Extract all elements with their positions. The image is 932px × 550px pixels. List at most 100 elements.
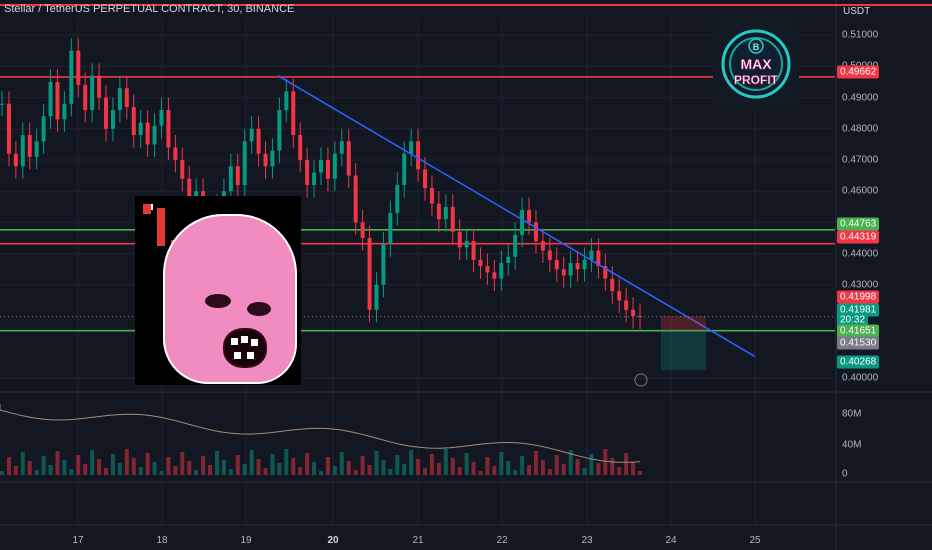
max-profit-logo: B MAX PROFIT [713,14,799,110]
meme-left-eye-icon [205,294,231,308]
candle-body [388,213,393,245]
candle-body [41,116,46,142]
volume-bar [513,470,518,475]
chart-title: Stellar / TetherUS PERPETUAL CONTRACT, 3… [4,3,295,15]
candle-body [582,259,587,270]
candle-body [48,81,53,117]
candle-body [298,135,303,160]
candle-body [381,244,386,285]
volume-bar [173,466,178,475]
volume-bar [20,452,25,475]
candle-body [325,159,330,179]
candle-body [492,272,497,279]
candle-body [575,262,580,270]
volume-bar [450,458,455,475]
candle-body [402,153,407,185]
volume-bar [402,464,407,475]
volume-bar [312,462,317,475]
volume-tick-label: 40M [842,439,862,451]
candle-body [540,241,545,251]
take-profit-zone [661,330,706,371]
candle-body [117,88,122,111]
candle-body [346,141,351,176]
volume-bar [624,453,629,475]
volume-bar [201,456,206,475]
candle-body [367,238,372,310]
logo-emblem-icon: B MAX PROFIT [721,29,791,99]
price-badge: 0.41998 [837,290,880,304]
volume-bar [367,465,372,475]
x-tick-label: 20 [327,535,339,546]
volume-bar [423,468,428,475]
volume-bar [332,466,337,475]
volume-bar [527,465,532,475]
volume-bar [117,463,122,475]
candle-body [242,141,247,185]
candle-body [596,250,601,267]
candle-body [332,153,337,179]
candle-body [568,262,573,276]
volume-bar [506,461,511,475]
volume-bar [429,454,434,475]
candle-body [443,206,448,220]
volume-bar [242,464,247,475]
volume-bar [575,459,580,475]
volume-bar [62,460,67,475]
y-tick-label: 0.46000 [842,185,879,197]
volume-bar [492,466,497,475]
volume-bar [395,455,400,475]
volume-bar [582,468,587,475]
price-badge: 0.41651 [837,324,880,338]
candle-body [589,250,594,260]
price-badge: 0.49662 [837,65,880,79]
volume-bar [221,460,226,475]
candle-body [256,128,261,154]
volume-bar [13,466,18,475]
volume-bar [436,463,441,475]
currency-label[interactable]: USDT [843,6,871,17]
candle-body [69,50,74,104]
candle-body [138,122,143,136]
volume-tick-label: 0 [842,468,848,480]
volume-bar [339,452,344,475]
volume-bar [353,470,358,475]
candle-body [97,75,102,98]
candle-body [603,266,608,279]
candle-body [284,91,289,111]
candle-body [159,110,164,126]
volume-bar [235,455,240,475]
volume-bar [256,459,261,475]
candle-body [249,128,254,142]
x-tick-label: 19 [240,535,252,546]
volume-bar [76,455,81,475]
candle-body [62,103,67,120]
candle-body [305,159,310,185]
candle-body [312,172,317,185]
candle-body [187,178,192,201]
x-tick-label: 22 [496,535,508,546]
volume-bar [41,456,46,475]
volume-bar [409,450,414,475]
x-tick-label: 21 [412,535,424,546]
candle-body [152,125,157,145]
volume-bar [131,458,136,475]
volume-bar [478,471,483,475]
volume-bar [568,450,573,475]
price-badge: 0.44319 [837,230,880,244]
volume-bar [547,469,552,475]
volume-bar [464,453,469,475]
candle-body [6,103,11,154]
candle-body [166,110,171,148]
price-badge: 0.41981 [837,303,880,317]
volume-bar [34,470,39,475]
volume-bar [360,456,365,475]
volume-bar [520,456,525,475]
volume-bar [540,460,545,475]
candle-body [374,284,379,310]
price-badge: 0.44763 [837,217,880,231]
candle-body [554,259,559,270]
candle-body [180,159,185,179]
candle-body [450,206,455,232]
logo-profit-text: PROFIT [734,73,779,87]
volume-bar [214,451,219,475]
